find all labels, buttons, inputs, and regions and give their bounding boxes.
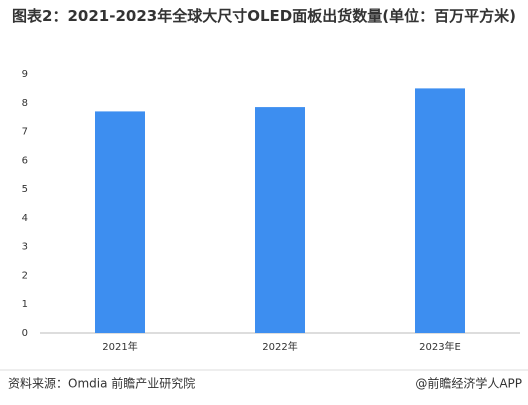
y-tick-label: 2 — [22, 270, 28, 281]
chart-title: 图表2：2021-2023年全球大尺寸OLED面板出货数量(单位：百万平方米) — [12, 7, 516, 25]
y-tick-label: 7 — [22, 127, 28, 138]
credit: @前瞻经济学人APP — [415, 376, 522, 391]
source: 资料来源：Omdia 前瞻产业研究院 — [8, 376, 195, 391]
x-tick-label: 2022年 — [262, 340, 297, 353]
x-tick-label: 2021年 — [102, 340, 137, 353]
bar — [95, 111, 145, 334]
y-tick-label: 8 — [22, 98, 28, 109]
bar — [415, 88, 465, 333]
y-tick-label: 4 — [22, 213, 28, 224]
y-tick-label: 5 — [22, 184, 28, 195]
y-tick-label: 3 — [22, 242, 28, 253]
bar — [255, 107, 305, 333]
y-tick-label: 0 — [22, 328, 28, 339]
y-tick-label: 6 — [22, 155, 28, 166]
x-tick-label: 2023年E — [419, 340, 461, 353]
y-tick-label: 1 — [22, 299, 28, 310]
y-tick-label: 9 — [22, 69, 28, 80]
